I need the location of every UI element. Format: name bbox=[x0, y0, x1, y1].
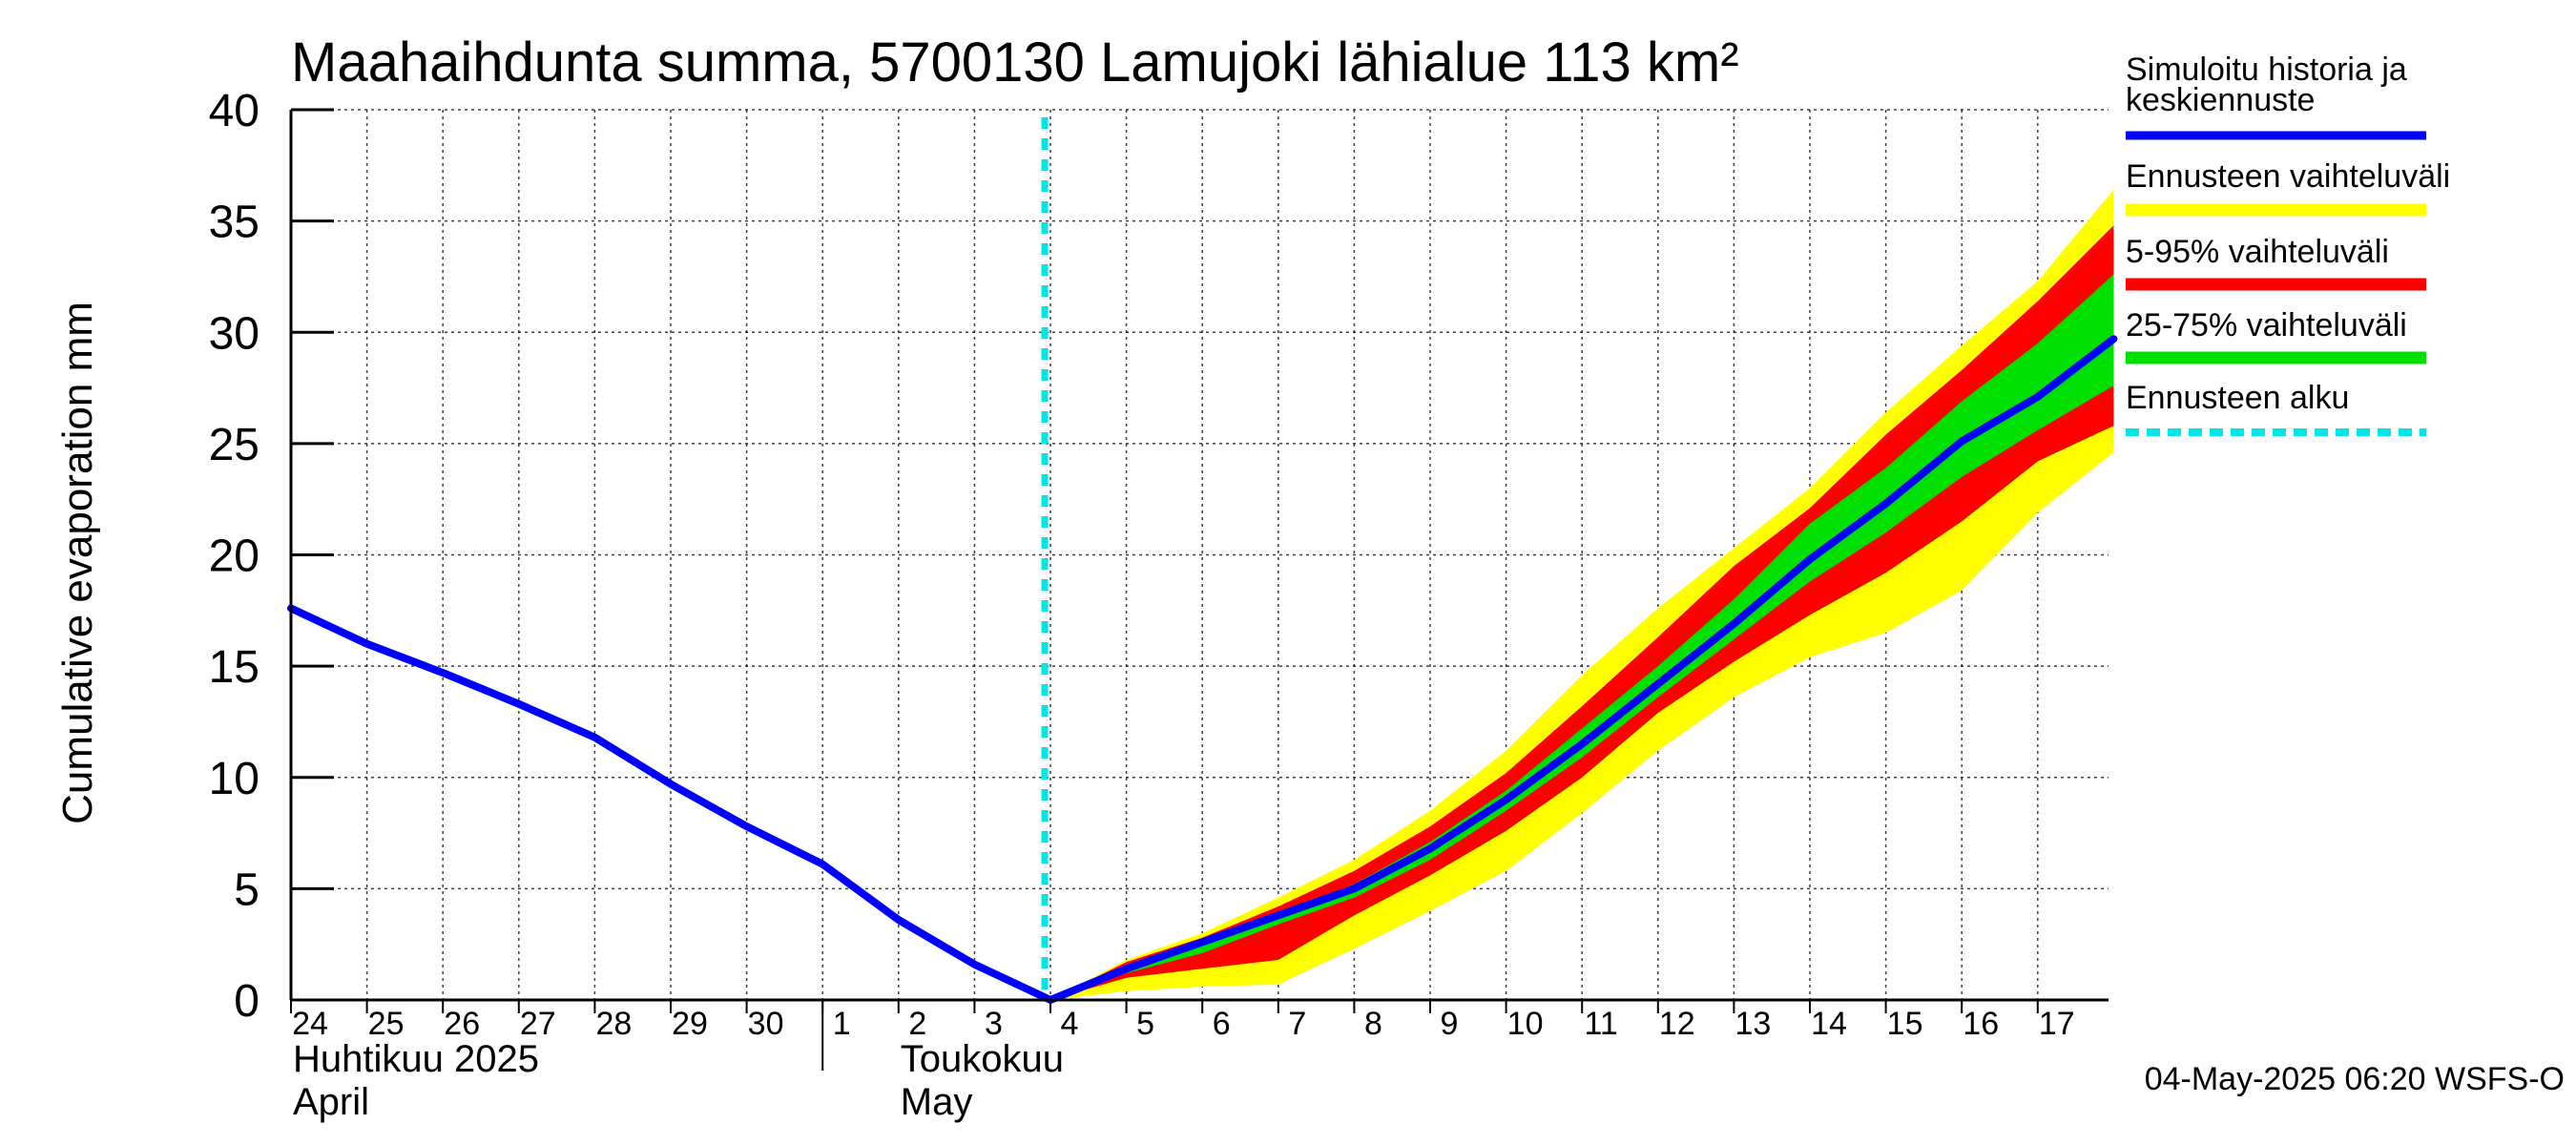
x-tick-label: 25 bbox=[368, 1006, 405, 1042]
y-tick-label: 15 bbox=[209, 642, 260, 693]
y-tick-label: 20 bbox=[209, 531, 260, 582]
month-label-english: May bbox=[901, 1081, 973, 1123]
legend-5-95: 5-95% vaihteluväli bbox=[2126, 234, 2426, 291]
x-tick-label: 7 bbox=[1288, 1006, 1306, 1042]
legend-label: 5-95% vaihteluväli bbox=[2126, 234, 2389, 270]
month-label-english: April bbox=[293, 1081, 369, 1123]
legend-range-full: Ennusteen vaihteluväli bbox=[2126, 158, 2450, 217]
series-lines bbox=[287, 117, 2118, 1004]
grid bbox=[291, 109, 2109, 1000]
month-label: Huhtikuu 2025 bbox=[293, 1038, 539, 1080]
x-tick-label: 28 bbox=[595, 1006, 632, 1042]
x-tick-label: 8 bbox=[1364, 1006, 1382, 1042]
history-median-line bbox=[287, 335, 2118, 1004]
legend-label: 25-75% vaihteluväli bbox=[2126, 307, 2407, 344]
band-range-full bbox=[1050, 190, 2114, 1000]
x-tick-label: 29 bbox=[672, 1006, 708, 1042]
x-tick-label: 2 bbox=[908, 1006, 926, 1042]
legend-25-75: 25-75% vaihteluväli bbox=[2126, 307, 2426, 364]
x-tick-label: 16 bbox=[1963, 1006, 1999, 1042]
x-tick-label: 27 bbox=[520, 1006, 556, 1042]
x-tick-label: 14 bbox=[1811, 1006, 1847, 1042]
x-tick-label: 6 bbox=[1213, 1006, 1231, 1042]
month-label: Toukokuu bbox=[901, 1038, 1064, 1080]
x-tick-label: 9 bbox=[1441, 1006, 1459, 1042]
y-tick-label: 25 bbox=[209, 420, 260, 470]
x-tick-label: 3 bbox=[985, 1006, 1003, 1042]
x-tick-label: 13 bbox=[1735, 1006, 1771, 1042]
y-tick-label: 35 bbox=[209, 198, 260, 248]
x-tick-label: 17 bbox=[2039, 1006, 2075, 1042]
x-tick-label: 30 bbox=[748, 1006, 784, 1042]
x-tick-label: 12 bbox=[1659, 1006, 1695, 1042]
legend-forecast-start: Ennusteen alku bbox=[2126, 380, 2426, 436]
x-tick-label: 4 bbox=[1061, 1006, 1079, 1042]
x-tick-label: 5 bbox=[1136, 1006, 1154, 1042]
y-axis-label: Cumulative evaporation mm bbox=[54, 302, 101, 824]
legend-label: Simuloitu historia ja bbox=[2126, 52, 2407, 88]
x-tick-label: 1 bbox=[833, 1006, 851, 1042]
x-tick-label: 15 bbox=[1887, 1006, 1923, 1042]
chart-title: Maahaihdunta summa, 5700130 Lamujoki läh… bbox=[291, 31, 1739, 94]
x-tick-label: 26 bbox=[444, 1006, 480, 1042]
forecast-bands bbox=[1050, 190, 2114, 1001]
y-tick-label: 0 bbox=[234, 976, 260, 1027]
footer-timestamp: 04-May-2025 06:20 WSFS-O bbox=[2145, 1061, 2565, 1097]
y-tick-label: 10 bbox=[209, 754, 260, 804]
legend-label: Ennusteen alku bbox=[2126, 380, 2349, 416]
y-tick-label: 40 bbox=[209, 86, 260, 136]
legend-label: keskiennuste bbox=[2126, 82, 2315, 118]
y-tick-label: 5 bbox=[234, 864, 260, 915]
x-tick-label: 10 bbox=[1507, 1006, 1544, 1042]
y-tick-label: 30 bbox=[209, 308, 260, 359]
legend-label: Ennusteen vaihteluväli bbox=[2126, 158, 2450, 195]
x-tick-label: 11 bbox=[1585, 1006, 1618, 1042]
x-tick-label: 24 bbox=[292, 1006, 328, 1042]
